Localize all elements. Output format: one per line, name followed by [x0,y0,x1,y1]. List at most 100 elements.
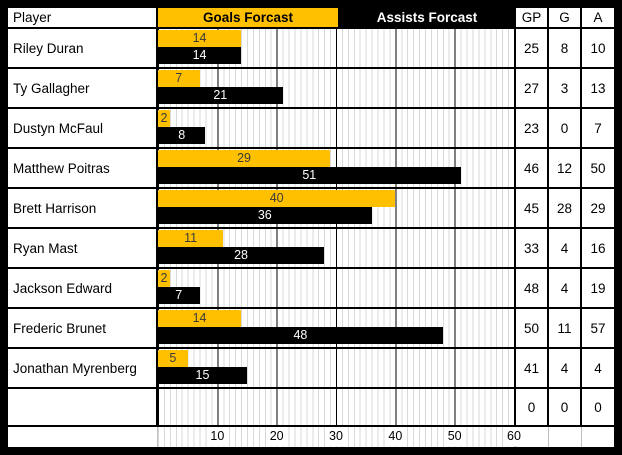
gp-value-cell: 48 [516,269,549,307]
assists-bar-label: 51 [302,168,317,182]
table-row: Brett Harrison 40 36 45 28 29 [8,189,614,229]
player-name: Jackson Edward [13,280,113,296]
assists-bar: 15 [158,367,247,384]
g-value-cell: 11 [549,309,582,347]
header-a: A [593,10,603,25]
row-chart-cell: 7 21 [158,69,516,107]
a-value-cell: 19 [590,280,606,296]
goals-bar: 40 [158,190,396,207]
player-name-cell: Jackson Edward [8,269,158,307]
x-axis-row: 10 20 30 40 50 60 [8,427,614,447]
assists-bar-label: 48 [293,328,308,342]
table-row: Ryan Mast 11 28 33 4 16 [8,229,614,269]
assists-bar: 48 [158,327,443,344]
table-row: Riley Duran 14 14 25 8 10 [8,29,614,69]
axis-spacer [8,427,158,447]
assists-bar: 51 [158,167,461,184]
axis-a-spacer [582,427,614,447]
axis-g-spacer [549,427,582,447]
x-axis-tick: 20 [267,427,286,446]
axis-gp-spacer [516,427,549,447]
row-chart-cell: 5 15 [158,349,516,387]
goals-bar: 2 [158,270,170,287]
goals-bar-label: 29 [237,151,251,165]
a-value-cell: 16 [590,240,606,256]
player-name: Frederic Brunet [13,320,107,336]
header-assists-forcast: Assists Forcast [338,8,516,27]
gp-value-cell: 0 [516,389,549,425]
g-value-cell: 3 [549,69,582,107]
goals-bar-label: 5 [169,351,177,365]
row-chart-cell: 14 14 [158,29,516,67]
g-value-cell: 8 [549,29,582,67]
a-value-cell: 13 [590,80,606,96]
header-row: Player Goals Forcast Assists Forcast GP … [8,8,614,29]
gp-value-cell: 33 [516,229,549,267]
assists-bar-label: 28 [234,248,249,262]
goals-bar: 7 [158,70,200,87]
g-value-cell: 4 [549,269,582,307]
player-name-cell [8,389,158,425]
x-axis-tick: 60 [505,427,523,446]
header-goals-forcast: Goals Forcast [158,8,338,27]
goals-bar-label: 7 [175,71,183,85]
gp-value-cell: 45 [516,189,549,227]
g-value-cell: 0 [549,109,582,147]
x-axis: 10 20 30 40 50 60 [158,427,523,447]
goals-bar: 29 [158,150,331,167]
x-axis-tick: 10 [208,427,227,446]
assists-bar-label: 15 [195,368,210,382]
header-gp: GP [516,8,549,27]
a-value-cell: 10 [590,40,606,56]
player-name: Brett Harrison [13,200,97,216]
goals-bar-label: 40 [269,191,284,205]
row-chart-cell: 11 28 [158,229,516,267]
a-value-cell: 50 [590,160,606,176]
table-row: Matthew Poitras 29 51 46 12 50 [8,149,614,189]
player-name: Jonathan Myrenberg [13,360,137,376]
row-chart-cell: 2 7 [158,269,516,307]
assists-bar: 14 [158,47,242,64]
gp-value-cell: 50 [516,309,549,347]
row-chart-cell: 29 51 [158,149,516,187]
player-name-cell: Ty Gallagher [8,69,158,107]
a-value-cell: 0 [594,399,602,415]
table-row: Ty Gallagher 7 21 27 3 13 [8,69,614,109]
header-player: Player [8,8,158,27]
g-value-cell: 4 [549,229,582,267]
goals-bar: 14 [158,310,242,327]
x-axis-tick: 30 [327,427,345,446]
table-row: Frederic Brunet 14 48 50 11 57 [8,309,614,349]
gp-value-cell: 41 [516,349,549,387]
player-name: Matthew Poitras [13,160,110,176]
player-name-cell: Riley Duran [8,29,158,67]
table-body: Riley Duran 14 14 25 8 10 Ty Gallagher [8,29,614,427]
g-value-cell: 28 [549,189,582,227]
assists-bar: 36 [158,207,372,224]
assists-bar-label: 36 [257,208,272,222]
a-value-cell: 4 [594,360,602,376]
assists-bar: 7 [158,287,200,304]
assists-bar: 21 [158,87,283,104]
a-value-cell: 29 [590,200,606,216]
gp-value-cell: 46 [516,149,549,187]
goals-bar: 11 [158,230,224,247]
goals-bar: 5 [158,350,188,367]
assists-bar-label: 7 [175,288,183,302]
a-value-cell: 7 [594,120,602,136]
goals-bar: 14 [158,30,242,47]
row-chart-cell: 40 36 [158,189,516,227]
player-name-cell: Dustyn McFaul [8,109,158,147]
goals-bar-label: 14 [192,31,207,45]
gp-value-cell: 25 [516,29,549,67]
player-name-cell: Brett Harrison [8,189,158,227]
assists-bar-label: 14 [192,48,207,62]
player-name: Ty Gallagher [13,80,90,96]
g-value-cell: 4 [549,349,582,387]
player-name: Dustyn McFaul [13,120,104,136]
table-row: Jackson Edward 2 7 48 4 19 [8,269,614,309]
assists-bar-label: 21 [213,88,228,102]
goals-bar: 2 [158,110,170,127]
goals-bar-label: 11 [184,231,198,245]
